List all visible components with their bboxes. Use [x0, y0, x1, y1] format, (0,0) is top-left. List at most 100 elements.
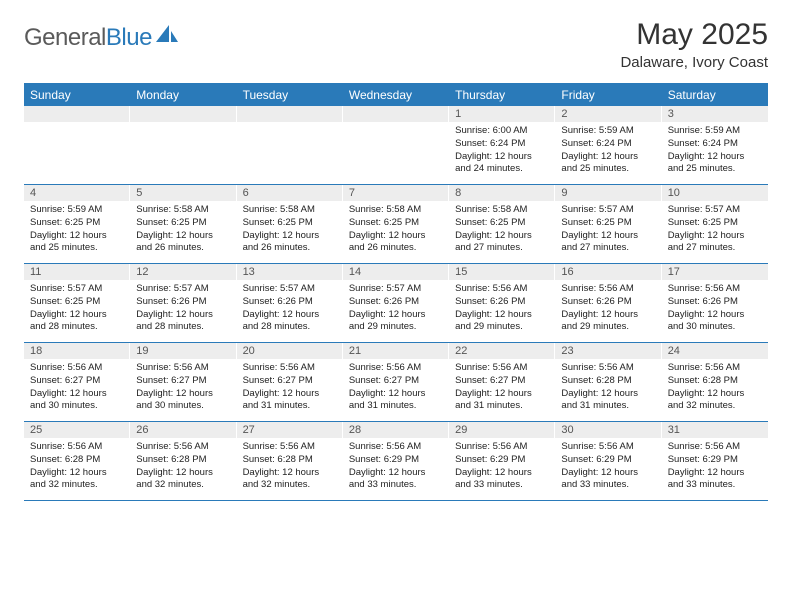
dow-cell: Friday	[555, 84, 661, 106]
day-cell: 12Sunrise: 5:57 AMSunset: 6:26 PMDayligh…	[130, 264, 236, 342]
sunrise-text: Sunrise: 5:57 AM	[561, 204, 655, 217]
day-details: Sunrise: 5:56 AMSunset: 6:27 PMDaylight:…	[130, 359, 236, 418]
sunset-text: Sunset: 6:27 PM	[30, 375, 124, 388]
daylight-text: Daylight: 12 hours and 31 minutes.	[349, 388, 443, 414]
sunrise-text: Sunrise: 5:59 AM	[30, 204, 124, 217]
daylight-text: Daylight: 12 hours and 33 minutes.	[349, 467, 443, 493]
daylight-text: Daylight: 12 hours and 32 minutes.	[243, 467, 337, 493]
sunset-text: Sunset: 6:29 PM	[349, 454, 443, 467]
day-details: Sunrise: 5:56 AMSunset: 6:29 PMDaylight:…	[662, 438, 768, 497]
sunset-text: Sunset: 6:28 PM	[561, 375, 655, 388]
dow-cell: Monday	[130, 84, 236, 106]
sunrise-text: Sunrise: 5:56 AM	[30, 441, 124, 454]
sunrise-text: Sunrise: 5:59 AM	[668, 125, 762, 138]
day-details	[130, 122, 236, 130]
day-number: 1	[449, 106, 555, 122]
sunrise-text: Sunrise: 5:57 AM	[243, 283, 337, 296]
day-number: 8	[449, 185, 555, 201]
day-number: 27	[237, 422, 343, 438]
sunrise-text: Sunrise: 5:56 AM	[668, 362, 762, 375]
daylight-text: Daylight: 12 hours and 30 minutes.	[30, 388, 124, 414]
sunrise-text: Sunrise: 5:56 AM	[455, 362, 549, 375]
day-details: Sunrise: 5:57 AMSunset: 6:26 PMDaylight:…	[343, 280, 449, 339]
day-details: Sunrise: 5:56 AMSunset: 6:26 PMDaylight:…	[555, 280, 661, 339]
dow-cell: Saturday	[662, 84, 768, 106]
day-cell: 11Sunrise: 5:57 AMSunset: 6:25 PMDayligh…	[24, 264, 130, 342]
sunrise-text: Sunrise: 5:56 AM	[455, 283, 549, 296]
day-details: Sunrise: 5:56 AMSunset: 6:27 PMDaylight:…	[24, 359, 130, 418]
sunset-text: Sunset: 6:26 PM	[561, 296, 655, 309]
sunset-text: Sunset: 6:29 PM	[455, 454, 549, 467]
day-cell: 21Sunrise: 5:56 AMSunset: 6:27 PMDayligh…	[343, 343, 449, 421]
day-cell: 7Sunrise: 5:58 AMSunset: 6:25 PMDaylight…	[343, 185, 449, 263]
day-details: Sunrise: 5:56 AMSunset: 6:28 PMDaylight:…	[24, 438, 130, 497]
daylight-text: Daylight: 12 hours and 29 minutes.	[349, 309, 443, 335]
daylight-text: Daylight: 12 hours and 25 minutes.	[30, 230, 124, 256]
day-cell: 14Sunrise: 5:57 AMSunset: 6:26 PMDayligh…	[343, 264, 449, 342]
day-of-week-row: SundayMondayTuesdayWednesdayThursdayFrid…	[24, 84, 768, 106]
day-details: Sunrise: 5:56 AMSunset: 6:28 PMDaylight:…	[662, 359, 768, 418]
brand-logo: GeneralBlue	[24, 18, 178, 52]
day-details	[24, 122, 130, 130]
sunset-text: Sunset: 6:24 PM	[455, 138, 549, 151]
sunrise-text: Sunrise: 5:56 AM	[30, 362, 124, 375]
day-number: 23	[555, 343, 661, 359]
day-number: 5	[130, 185, 236, 201]
sunset-text: Sunset: 6:26 PM	[136, 296, 230, 309]
day-number	[130, 106, 236, 122]
day-cell: 28 Sunrise: 5:56 AMSunset: 6:29 PMDayligh…	[343, 422, 449, 500]
day-details: Sunrise: 5:56 AMSunset: 6:26 PMDaylight:…	[662, 280, 768, 339]
day-cell: 30Sunrise: 5:56 AMSunset: 6:29 PMDayligh…	[555, 422, 661, 500]
sunrise-text: Sunrise: 5:57 AM	[136, 283, 230, 296]
day-number: 10	[662, 185, 768, 201]
day-cell: 17Sunrise: 5:56 AMSunset: 6:26 PMDayligh…	[662, 264, 768, 342]
sunset-text: Sunset: 6:27 PM	[243, 375, 337, 388]
week-row: 18Sunrise: 5:56 AMSunset: 6:27 PMDayligh…	[24, 343, 768, 422]
day-number: 11	[24, 264, 130, 280]
day-details: Sunrise: 5:58 AMSunset: 6:25 PMDaylight:…	[237, 201, 343, 260]
daylight-text: Daylight: 12 hours and 33 minutes.	[561, 467, 655, 493]
day-cell	[237, 106, 343, 184]
day-number: 7	[343, 185, 449, 201]
day-cell: 31Sunrise: 5:56 AMSunset: 6:29 PMDayligh…	[662, 422, 768, 500]
day-number: 22	[449, 343, 555, 359]
day-details: Sunrise: 5:57 AMSunset: 6:26 PMDaylight:…	[237, 280, 343, 339]
sunrise-text: Sunrise: 5:56 AM	[349, 441, 443, 454]
day-details: Sunrise: 5:56 AMSunset: 6:28 PMDaylight:…	[130, 438, 236, 497]
brand-name: GeneralBlue	[24, 24, 152, 52]
sunrise-text: Sunrise: 5:56 AM	[455, 441, 549, 454]
daylight-text: Daylight: 12 hours and 30 minutes.	[136, 388, 230, 414]
day-details: Sunrise: 5:56 AMSunset: 6:28 PMDaylight:…	[237, 438, 343, 497]
daylight-text: Daylight: 12 hours and 27 minutes.	[455, 230, 549, 256]
sunset-text: Sunset: 6:28 PM	[243, 454, 337, 467]
daylight-text: Daylight: 12 hours and 27 minutes.	[561, 230, 655, 256]
sunset-text: Sunset: 6:25 PM	[30, 296, 124, 309]
day-details: Sunrise: 5:56 AMSunset: 6:27 PMDaylight:…	[237, 359, 343, 418]
daylight-text: Daylight: 12 hours and 30 minutes.	[668, 309, 762, 335]
day-number: 15	[449, 264, 555, 280]
sunrise-text: Sunrise: 5:56 AM	[561, 441, 655, 454]
day-number: 26	[130, 422, 236, 438]
day-number: 31	[662, 422, 768, 438]
day-details	[237, 122, 343, 130]
day-cell: 1Sunrise: 6:00 AMSunset: 6:24 PMDaylight…	[449, 106, 555, 184]
day-cell: 4Sunrise: 5:59 AMSunset: 6:25 PMDaylight…	[24, 185, 130, 263]
day-number: 28	[343, 422, 449, 438]
day-details: Sunrise: 5:59 AMSunset: 6:25 PMDaylight:…	[24, 201, 130, 260]
title-block: May 2025 Dalaware, Ivory Coast	[620, 18, 768, 71]
day-cell: 25Sunrise: 5:56 AMSunset: 6:28 PMDayligh…	[24, 422, 130, 500]
daylight-text: Daylight: 12 hours and 28 minutes.	[136, 309, 230, 335]
sunset-text: Sunset: 6:29 PM	[561, 454, 655, 467]
day-cell: 22Sunrise: 5:56 AMSunset: 6:27 PMDayligh…	[449, 343, 555, 421]
day-number: 21	[343, 343, 449, 359]
day-cell: 18Sunrise: 5:56 AMSunset: 6:27 PMDayligh…	[24, 343, 130, 421]
day-cell: 5Sunrise: 5:58 AMSunset: 6:25 PMDaylight…	[130, 185, 236, 263]
day-number: 14	[343, 264, 449, 280]
sunrise-text: Sunrise: 5:58 AM	[136, 204, 230, 217]
day-cell	[343, 106, 449, 184]
day-cell: 9Sunrise: 5:57 AMSunset: 6:25 PMDaylight…	[555, 185, 661, 263]
day-details: Sunrise: 5:58 AMSunset: 6:25 PMDaylight:…	[130, 201, 236, 260]
daylight-text: Daylight: 12 hours and 26 minutes.	[243, 230, 337, 256]
day-cell: 26Sunrise: 5:56 AMSunset: 6:28 PMDayligh…	[130, 422, 236, 500]
daylight-text: Daylight: 12 hours and 24 minutes.	[455, 151, 549, 177]
